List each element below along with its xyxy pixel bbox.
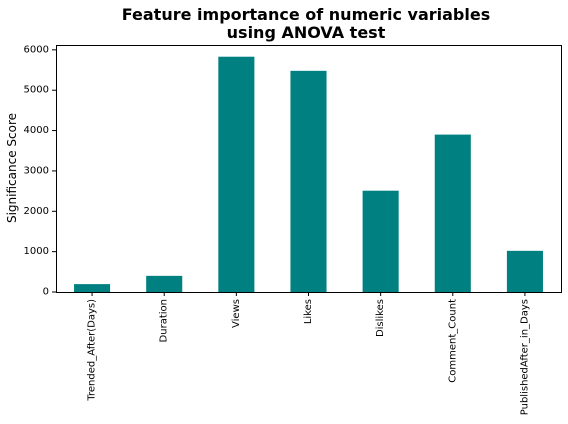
x-tick-label: Comment_Count	[447, 299, 458, 383]
y-axis-ticks: 0 1000 2000 3000 4000 5000 6000	[24, 44, 56, 298]
y-tick-label: 5000	[24, 85, 49, 96]
x-tick-label: Dislikes	[375, 299, 386, 337]
plot-frame	[56, 45, 562, 293]
bars-group	[74, 56, 543, 292]
y-axis-label: Significance Score	[5, 113, 19, 223]
x-tick-label: Views	[231, 299, 242, 328]
chart-title-line-2: using ANOVA test	[227, 23, 386, 42]
x-tick-label: Likes	[303, 299, 314, 324]
bar-dislikes	[362, 190, 399, 292]
y-tick-label: 3000	[24, 165, 49, 176]
y-tick-label: 0	[43, 287, 49, 298]
bar-comment-count	[434, 134, 471, 292]
x-tick-label: PublishedAfter_in_Days	[519, 299, 530, 415]
bar-views	[218, 56, 255, 292]
x-tick-label: Duration	[159, 299, 170, 342]
y-tick-label: 2000	[24, 206, 49, 217]
bar-publishedafter-in-days	[506, 250, 543, 292]
y-tick-label: 1000	[24, 246, 49, 257]
y-tick-label: 4000	[24, 125, 49, 136]
bar-duration	[146, 275, 183, 292]
x-tick-label: Trended_After(Days)	[87, 299, 98, 402]
chart-title-line-1: Feature importance of numeric variables	[122, 5, 490, 24]
x-axis-ticks: Trended_After(Days) Duration Views Likes Dis…	[87, 292, 530, 415]
y-tick-label: 6000	[24, 44, 49, 55]
bar-trended-after-days	[74, 284, 111, 292]
bar-likes	[290, 70, 327, 292]
